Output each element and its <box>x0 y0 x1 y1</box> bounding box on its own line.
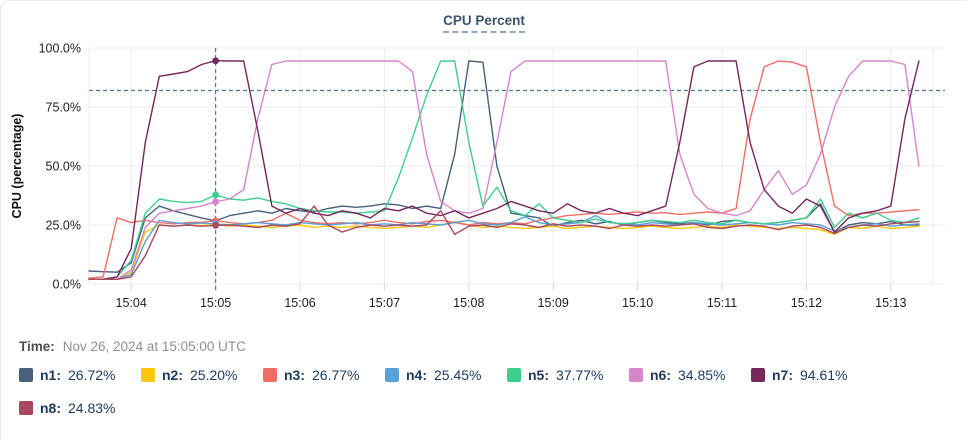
x-tick-label: 15:05 <box>200 296 231 310</box>
chart-title[interactable]: CPU Percent <box>443 13 525 33</box>
legend-item-n3[interactable]: n3: 26.77% <box>263 367 385 383</box>
legend-item-n7[interactable]: n7: 94.61% <box>751 367 873 383</box>
legend-label-n3: n3: <box>284 367 305 383</box>
legend-item-n5[interactable]: n5: 37.77% <box>507 367 629 383</box>
legend-value-n7: 94.61% <box>800 367 848 383</box>
x-tick-label: 15:10 <box>622 296 653 310</box>
crosshair-marker-n5 <box>212 191 220 199</box>
legend-label-n2: n2: <box>162 367 183 383</box>
series-line-n3 <box>88 60 920 279</box>
x-tick-label: 15:06 <box>284 296 315 310</box>
series-line-n8 <box>88 205 920 281</box>
legend-label-n4: n4: <box>406 367 427 383</box>
legend-value-n6: 34.85% <box>678 367 726 383</box>
x-tick-label: 15:13 <box>875 296 906 310</box>
y-tick-label: 100.0% <box>39 42 81 56</box>
legend-swatch-n8 <box>19 401 33 415</box>
legend-swatch-n1 <box>19 368 33 382</box>
crosshair-marker-n6 <box>212 198 220 206</box>
legend-swatch-n3 <box>263 368 277 382</box>
cpu-percent-chart[interactable]: 100.0% 75.0% 50.0% 25.0% 0.0% 15:04 15:05 15:06… <box>1 35 968 311</box>
time-label: Time: <box>19 339 55 354</box>
series-line-n5 <box>88 60 920 281</box>
series-line-n7 <box>88 60 920 281</box>
legend-value-n5: 37.77% <box>556 367 604 383</box>
legend-swatch-n5 <box>507 368 521 382</box>
legend-label-n5: n5: <box>528 367 549 383</box>
chart-title-row: CPU Percent <box>1 1 967 35</box>
legend-label-n7: n7: <box>772 367 793 383</box>
x-tick-label: 15:08 <box>453 296 484 310</box>
y-tick-label: 25.0% <box>46 219 81 233</box>
legend-swatch-n6 <box>629 368 643 382</box>
y-axis-title: CPU (percentage) <box>10 114 24 219</box>
crosshair-marker-n8 <box>212 222 220 229</box>
legend-value-n2: 25.20% <box>190 367 238 383</box>
legend-swatch-n4 <box>385 368 399 382</box>
legend-value-n1: 26.72% <box>68 367 116 383</box>
x-tick-label: 15:09 <box>538 296 569 310</box>
legend-label-n1: n1: <box>40 367 61 383</box>
series-line-n1 <box>88 60 920 273</box>
legend-label-n8: n8: <box>40 400 61 416</box>
x-tick-label: 15:04 <box>116 296 147 310</box>
legend-value-n8: 24.83% <box>68 400 116 416</box>
legend-label-n6: n6: <box>650 367 671 383</box>
y-tick-label: 75.0% <box>46 101 81 115</box>
x-tick-label: 15:11 <box>707 296 737 310</box>
legend-item-n1[interactable]: n1: 26.72% <box>19 367 141 383</box>
legend-item-n6[interactable]: n6: 34.85% <box>629 367 751 383</box>
x-tick-label: 15:07 <box>369 296 400 310</box>
legend-item-n2[interactable]: n2: 25.20% <box>141 367 263 383</box>
time-value: Nov 26, 2024 at 15:05:00 UTC <box>62 339 246 354</box>
y-tick-label: 0.0% <box>53 278 82 292</box>
crosshair-time-row: Time: Nov 26, 2024 at 15:05:00 UTC <box>19 339 967 354</box>
legend-value-n3: 26.77% <box>312 367 360 383</box>
legend-value-n4: 25.45% <box>434 367 482 383</box>
legend-item-n4[interactable]: n4: 25.45% <box>385 367 507 383</box>
y-tick-label: 50.0% <box>46 160 81 174</box>
series-line-n6 <box>88 60 920 281</box>
legend: n1: 26.72% n2: 25.20% n3: 26.77% n4: 25.45% n5: 3… <box>19 367 967 416</box>
legend-swatch-n7 <box>751 368 765 382</box>
legend-swatch-n2 <box>141 368 155 382</box>
legend-item-n8[interactable]: n8: 24.83% <box>19 400 141 416</box>
crosshair-marker-n7 <box>212 57 220 65</box>
series-line-n2 <box>88 220 920 281</box>
x-tick-label: 15:12 <box>791 296 822 310</box>
